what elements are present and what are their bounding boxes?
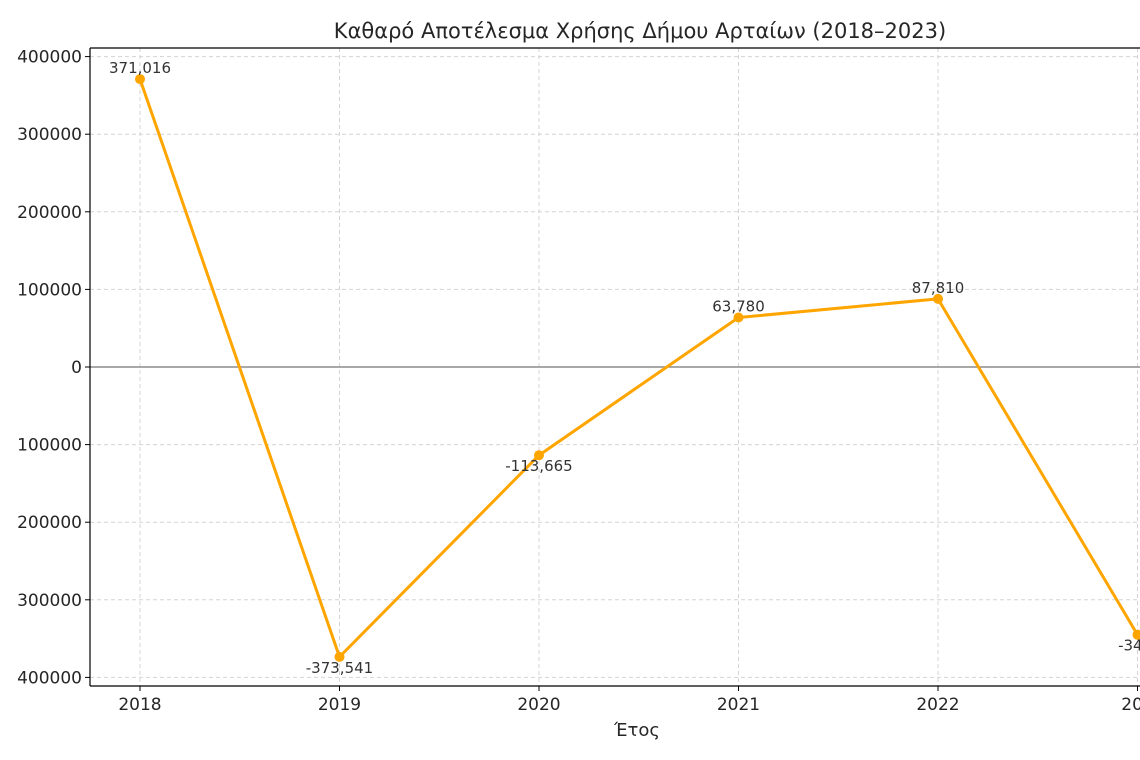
y-tick-label: 200000 (17, 513, 82, 533)
y-tick-label: 300000 (17, 591, 82, 611)
series-line (138, 78, 1139, 659)
y-tick-label: 100000 (17, 280, 82, 300)
data-point (1132, 629, 1140, 640)
y-tick-label: 400000 (17, 668, 82, 688)
y-tick-label: 400000 (17, 48, 82, 68)
x-tick-label: 202 (1121, 695, 1140, 715)
y-tick-label: 100000 (17, 436, 82, 456)
data-point (733, 312, 744, 323)
x-tick-label: 2020 (517, 695, 560, 715)
data-point (334, 651, 345, 662)
x-tick-label: 2021 (717, 695, 760, 715)
y-tick-label: 0 (71, 358, 82, 378)
data-point (933, 293, 943, 304)
data-point (534, 450, 544, 461)
data-label: 371,016 (109, 59, 171, 77)
x-tick-label: 2019 (318, 695, 361, 715)
data-label: -113,665 (505, 457, 572, 475)
data-label: 63,780 (712, 298, 765, 316)
x-tick-label: 2022 (916, 695, 959, 715)
chart-title: Καθαρό Αποτέλεσμα Χρήσης Δήμου Αρταίων (… (334, 19, 946, 43)
data-label: -345, (1118, 637, 1140, 655)
data-labels: 371,016 -373,541 -113,665 63,780 87,810 -345, (109, 59, 1140, 677)
series-layer (135, 74, 1140, 662)
axes: 400000 300000 200000 100000 0 100000 200000 300… (17, 47, 1140, 715)
data-point (135, 74, 145, 85)
y-tick-label: 200000 (17, 203, 82, 223)
x-tick-label: 2018 (118, 695, 161, 715)
y-tick-label: 300000 (17, 125, 82, 145)
data-label: -373,541 (306, 659, 373, 677)
data-label: 87,810 (912, 279, 965, 297)
x-axis-label: Έτος (613, 720, 660, 741)
